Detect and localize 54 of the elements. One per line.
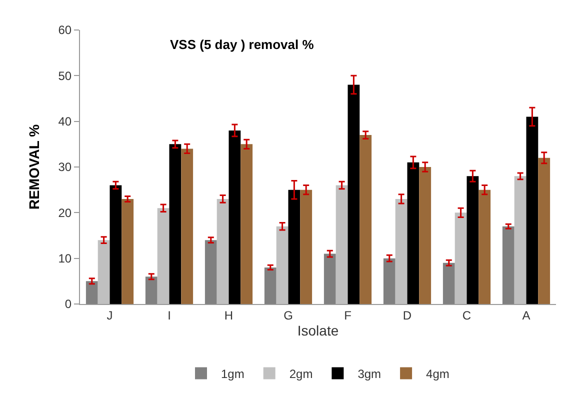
bar — [348, 84, 360, 304]
y-axis-title: REMOVAL % — [26, 124, 42, 210]
bar — [240, 144, 253, 304]
x-tick-label: H — [224, 308, 234, 322]
bar — [181, 148, 194, 304]
bar — [122, 198, 134, 304]
x-tick-label: J — [106, 308, 113, 322]
bar — [276, 226, 288, 304]
bar — [228, 130, 241, 304]
bar — [454, 212, 467, 304]
legend-label: 4gm — [426, 366, 450, 381]
bar — [288, 190, 300, 304]
bar — [204, 240, 217, 304]
y-tick-label: 10 — [58, 252, 72, 266]
bar — [86, 281, 98, 304]
bar — [538, 158, 550, 304]
bar — [383, 258, 396, 304]
bar — [395, 198, 408, 304]
legend-label: 3gm — [358, 366, 382, 381]
x-axis-title: Isolate — [297, 322, 339, 339]
y-tick-label: 60 — [58, 23, 72, 38]
bar — [324, 254, 336, 304]
x-tick-label: C — [462, 308, 472, 322]
bar — [264, 267, 276, 304]
bar — [145, 276, 158, 304]
bar — [526, 116, 538, 304]
x-tick-label: F — [344, 308, 352, 322]
bar — [514, 176, 526, 304]
bar — [157, 208, 170, 304]
bar — [110, 185, 122, 304]
bar — [502, 226, 514, 304]
legend-label: 1gm — [221, 366, 244, 381]
y-tick-label: 30 — [58, 160, 72, 174]
bar — [336, 185, 348, 304]
x-tick-label: D — [402, 308, 412, 322]
y-tick-label: 50 — [58, 68, 72, 83]
bar — [466, 176, 479, 304]
bar — [419, 167, 432, 304]
bar — [442, 262, 455, 304]
y-tick-label: 20 — [58, 206, 72, 220]
bar — [169, 144, 182, 304]
bar — [478, 190, 491, 304]
bar — [407, 162, 420, 304]
x-tick-label: I — [168, 308, 171, 322]
bar — [98, 240, 110, 304]
bar — [216, 198, 229, 304]
legend-label: 2gm — [289, 366, 313, 381]
bar — [360, 135, 372, 304]
y-tick-label: 0 — [64, 297, 72, 312]
x-tick-label: A — [522, 308, 530, 322]
x-tick-label: G — [284, 308, 293, 322]
y-tick-label: 40 — [58, 114, 72, 129]
text: VSS (5 day ) removal % — [170, 37, 314, 52]
bar — [300, 190, 312, 304]
